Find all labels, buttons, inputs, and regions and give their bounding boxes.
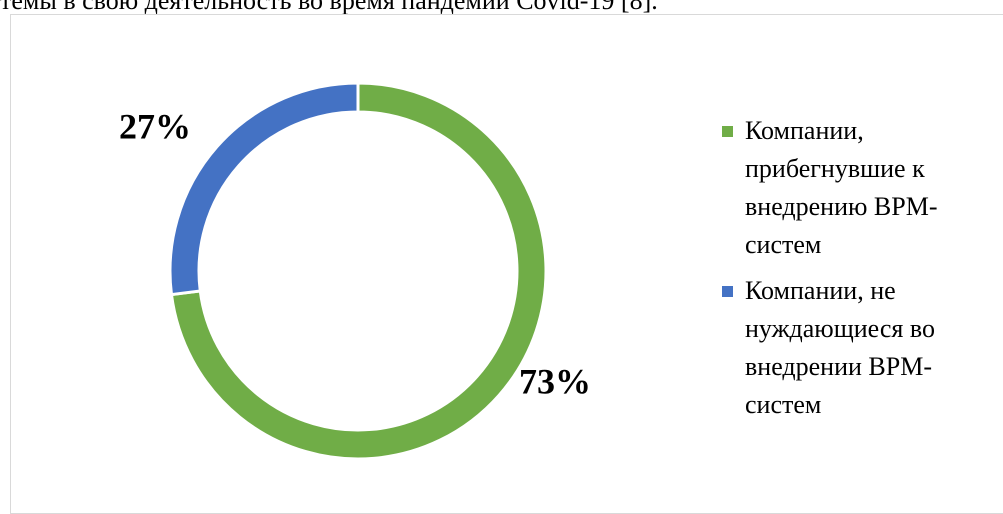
donut-segment [169,81,548,461]
legend-item: Компании, не нуждающиеся во внедрении BP… [722,272,972,424]
data-label: 27% [119,106,191,146]
legend: Компании, прибегнувшие к внедрению BPM-с… [722,112,972,432]
caption: темы в свою деятельность во время пандем… [0,0,658,15]
data-label: 73% [519,361,591,401]
legend-swatch [722,126,733,137]
donut-segment [168,81,360,297]
legend-swatch [722,286,733,297]
legend-item: Компании, прибегнувшие к внедрению BPM-с… [722,112,972,264]
legend-label: Компании, прибегнувшие к внедрению BPM-с… [745,116,938,259]
legend-label: Компании, не нуждающиеся во внедрении BP… [745,276,935,419]
